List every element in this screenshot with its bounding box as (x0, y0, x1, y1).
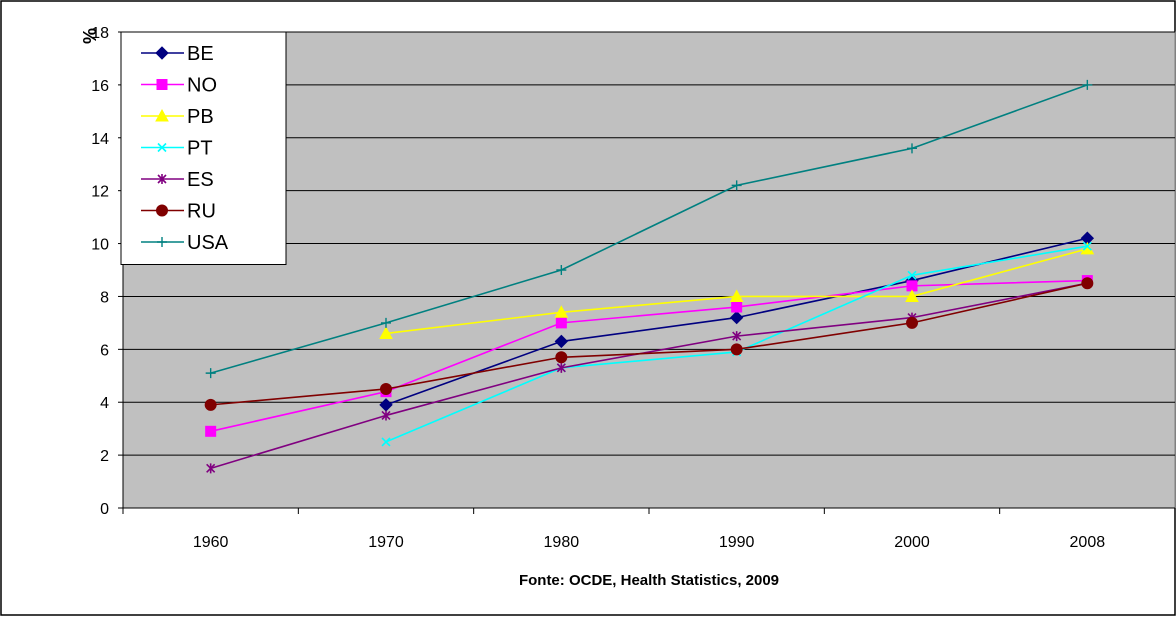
data-point-usa-2008 (1082, 79, 1093, 90)
data-point-be-1980 (554, 334, 569, 349)
x-tick-label-2008: 2008 (1070, 534, 1106, 551)
data-point-ru-2008 (1081, 277, 1094, 290)
legend-label-ru: RU (187, 201, 216, 223)
series-group (204, 79, 1095, 474)
legend-marker-no (156, 79, 168, 90)
y-tick-label-16: 16 (91, 78, 109, 95)
data-point-pb-1990 (729, 289, 744, 302)
y-tick-label-4: 4 (100, 395, 109, 412)
y-tick-label-8: 8 (100, 289, 109, 306)
plot-area (122, 31, 1176, 509)
x-tick-label-1990: 1990 (719, 534, 755, 551)
data-point-pb-1980 (554, 305, 569, 318)
gridlines (123, 31, 1175, 456)
data-point-pt-2000 (907, 270, 917, 280)
legend-marker-pb (155, 108, 169, 122)
data-point-ru-2000 (906, 316, 918, 329)
data-point-pb-1970 (379, 326, 393, 339)
axes: 0 2 4 6 8 10 12 14 16 18 1960 1970 1980 1990 2000 2008 (91, 25, 1176, 551)
x-tick-label-1980: 1980 (544, 534, 580, 551)
data-point-usa-1980 (556, 265, 567, 275)
y-tick-label-2: 2 (100, 448, 109, 465)
series-pb (379, 241, 1095, 339)
series-ru (204, 277, 1094, 411)
y-tick-label-10: 10 (91, 237, 109, 254)
series-line-usa (210, 84, 1088, 374)
data-point-no-1990 (731, 301, 743, 313)
data-point-ru-1990 (730, 343, 743, 356)
axis-labels: % Fonte: OCDE, Health Statistics, 2009 (80, 28, 779, 589)
data-point-usa-2000 (907, 143, 917, 154)
x-axis-label: Fonte: OCDE, Health Statistics, 2009 (519, 572, 779, 589)
data-point-es-1990 (732, 331, 742, 342)
legend: BE NO PB PT ES RU USA (120, 31, 287, 265)
legend-label-pt: PT (187, 138, 213, 160)
legend-marker-usa (157, 237, 167, 247)
x-tick-label-2000: 2000 (894, 534, 930, 551)
legend-marker-ru (156, 204, 168, 217)
data-point-be-1990 (729, 310, 744, 325)
series-line-es (210, 282, 1088, 470)
data-point-usa-1970 (381, 317, 391, 328)
y-axis-label: % (80, 28, 100, 44)
y-tick-label-14: 14 (91, 131, 109, 148)
legend-label-es: ES (187, 169, 214, 191)
data-point-pb-2000 (905, 289, 919, 302)
data-point-usa-1990 (731, 180, 742, 191)
data-point-usa-1960 (205, 368, 216, 379)
data-point-ru-1970 (380, 383, 392, 395)
y-tick-label-12: 12 (91, 184, 109, 201)
data-point-pt-1970 (381, 437, 391, 447)
y-tick-label-6: 6 (100, 342, 109, 359)
legend-label-no: NO (187, 75, 217, 97)
x-tick-label-1970: 1970 (368, 534, 404, 551)
x-tick-label-1960: 1960 (193, 534, 229, 551)
data-point-pt-2008 (1082, 241, 1092, 251)
y-tick-label-0: 0 (100, 501, 109, 518)
y-tick-label-18: 18 (91, 25, 109, 42)
legend-marker-pt (157, 142, 167, 153)
series-line-no (210, 279, 1088, 433)
data-point-es-1970 (381, 410, 391, 421)
data-point-es-1980 (556, 362, 566, 373)
legend-label-pb: PB (187, 106, 214, 128)
data-point-no-2000 (906, 280, 918, 292)
data-point-ru-1960 (204, 398, 217, 411)
data-point-no-1960 (205, 425, 217, 437)
legend-label-be: BE (187, 43, 214, 65)
series-line-ru (210, 282, 1088, 406)
data-point-ru-1980 (555, 351, 568, 364)
data-point-no-1980 (555, 317, 567, 329)
legend-label-usa: USA (187, 232, 229, 254)
data-point-es-1960 (206, 463, 216, 474)
legend-marker-be (155, 46, 169, 60)
legend-marker-es (157, 174, 167, 184)
plot-background (122, 31, 1176, 509)
series-usa (205, 79, 1093, 379)
